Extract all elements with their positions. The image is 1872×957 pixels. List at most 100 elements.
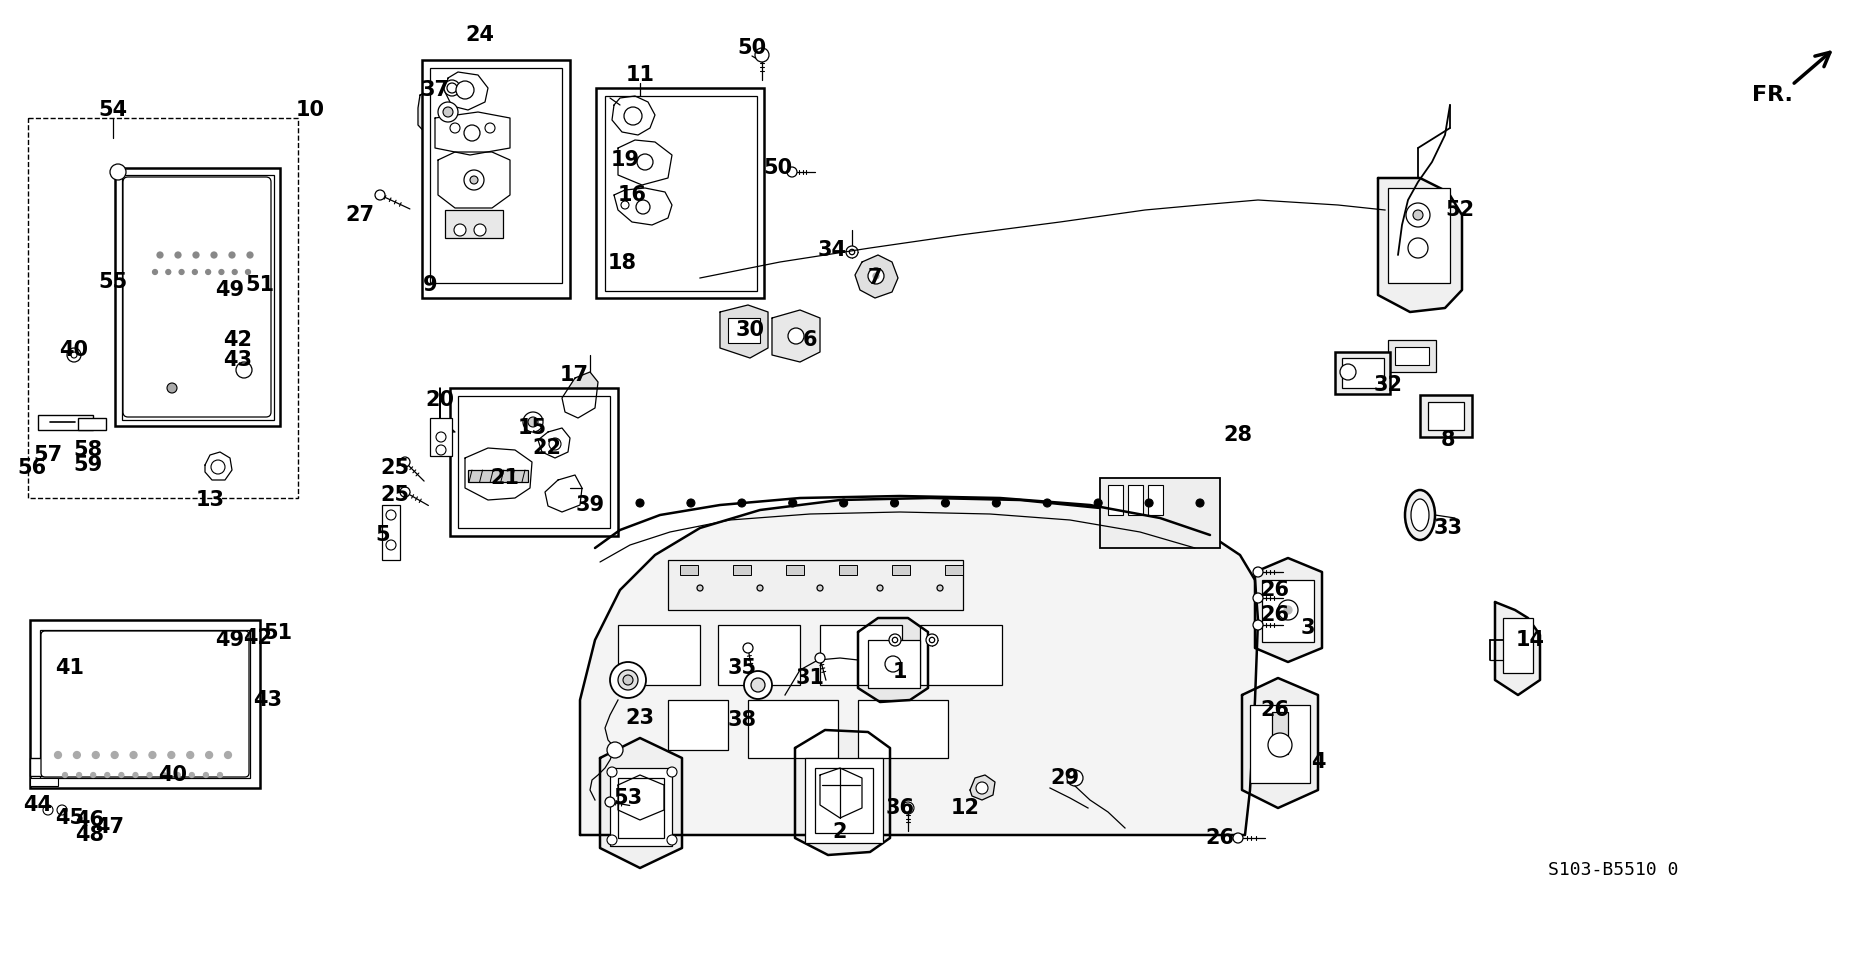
Polygon shape [612,96,655,135]
Circle shape [623,107,642,125]
Circle shape [374,190,386,200]
Text: 20: 20 [425,390,455,410]
Bar [857,700,947,758]
Circle shape [148,772,152,777]
Circle shape [176,772,180,777]
Text: 26: 26 [1260,580,1290,600]
Circle shape [522,412,543,432]
Bar [814,768,872,833]
Circle shape [212,460,225,474]
Circle shape [1043,499,1052,507]
Polygon shape [856,255,899,298]
Text: 58: 58 [73,440,103,460]
Circle shape [607,767,618,777]
Circle shape [1234,833,1243,843]
Bar [58,648,103,676]
Circle shape [474,224,487,236]
Circle shape [938,585,943,591]
Text: 32: 32 [1374,375,1402,395]
Polygon shape [417,82,479,142]
Circle shape [607,835,618,845]
Bar [680,565,698,575]
Bar [1421,395,1471,437]
Circle shape [754,48,769,62]
Text: 12: 12 [951,798,979,818]
Text: 50: 50 [738,38,766,58]
Circle shape [636,499,644,507]
Circle shape [889,634,900,646]
Circle shape [444,80,461,96]
Text: 42: 42 [243,628,273,648]
Text: 27: 27 [346,205,374,225]
Text: 35: 35 [728,658,756,678]
Circle shape [618,670,638,690]
Text: 11: 11 [625,65,655,85]
Circle shape [528,417,537,427]
Circle shape [447,83,457,93]
Ellipse shape [1406,490,1436,540]
Text: 31: 31 [796,668,824,688]
Polygon shape [446,72,489,110]
Circle shape [193,252,198,258]
Circle shape [71,352,77,358]
Polygon shape [771,310,820,362]
Text: 49: 49 [215,280,245,300]
Circle shape [150,751,155,759]
Text: 26: 26 [1260,605,1290,625]
Circle shape [129,751,137,759]
Polygon shape [1241,678,1318,808]
Bar [919,625,1002,685]
Text: 4: 4 [1310,752,1325,772]
Circle shape [610,662,646,698]
Polygon shape [545,475,582,512]
Text: 7: 7 [869,268,882,288]
Circle shape [444,107,453,117]
Circle shape [850,250,856,255]
Polygon shape [618,775,665,820]
Circle shape [118,772,124,777]
Bar [605,96,756,291]
Circle shape [756,50,768,60]
Circle shape [743,671,771,699]
Polygon shape [580,498,1258,835]
FancyBboxPatch shape [124,177,271,417]
Circle shape [1284,606,1292,614]
Circle shape [54,751,62,759]
Polygon shape [1254,558,1322,662]
Circle shape [902,803,914,813]
Bar [749,700,839,758]
Bar [30,758,67,776]
Bar [1129,485,1144,515]
Bar [1387,340,1436,372]
Circle shape [464,125,479,141]
Circle shape [110,164,125,180]
Bar [668,560,962,610]
Text: 2: 2 [833,822,848,842]
Polygon shape [562,372,597,418]
Circle shape [485,123,494,133]
Text: 41: 41 [56,658,84,678]
Circle shape [841,499,848,507]
Circle shape [1146,499,1153,507]
Bar [1271,712,1288,754]
Text: 44: 44 [24,795,52,815]
Bar [728,318,760,343]
Bar [459,396,610,528]
Polygon shape [464,448,532,500]
Text: 24: 24 [466,25,494,45]
Polygon shape [614,188,672,225]
Circle shape [605,797,616,807]
Circle shape [219,270,225,275]
Bar [215,310,243,338]
Circle shape [846,246,857,258]
Bar [39,630,251,778]
Circle shape [77,772,82,777]
Text: 21: 21 [490,468,520,488]
Text: FR.: FR. [1752,85,1792,105]
Text: 43: 43 [223,350,253,370]
Text: 17: 17 [560,365,588,385]
Bar [1342,358,1383,388]
Text: 43: 43 [253,690,283,710]
Circle shape [206,270,212,275]
Circle shape [1093,499,1103,507]
